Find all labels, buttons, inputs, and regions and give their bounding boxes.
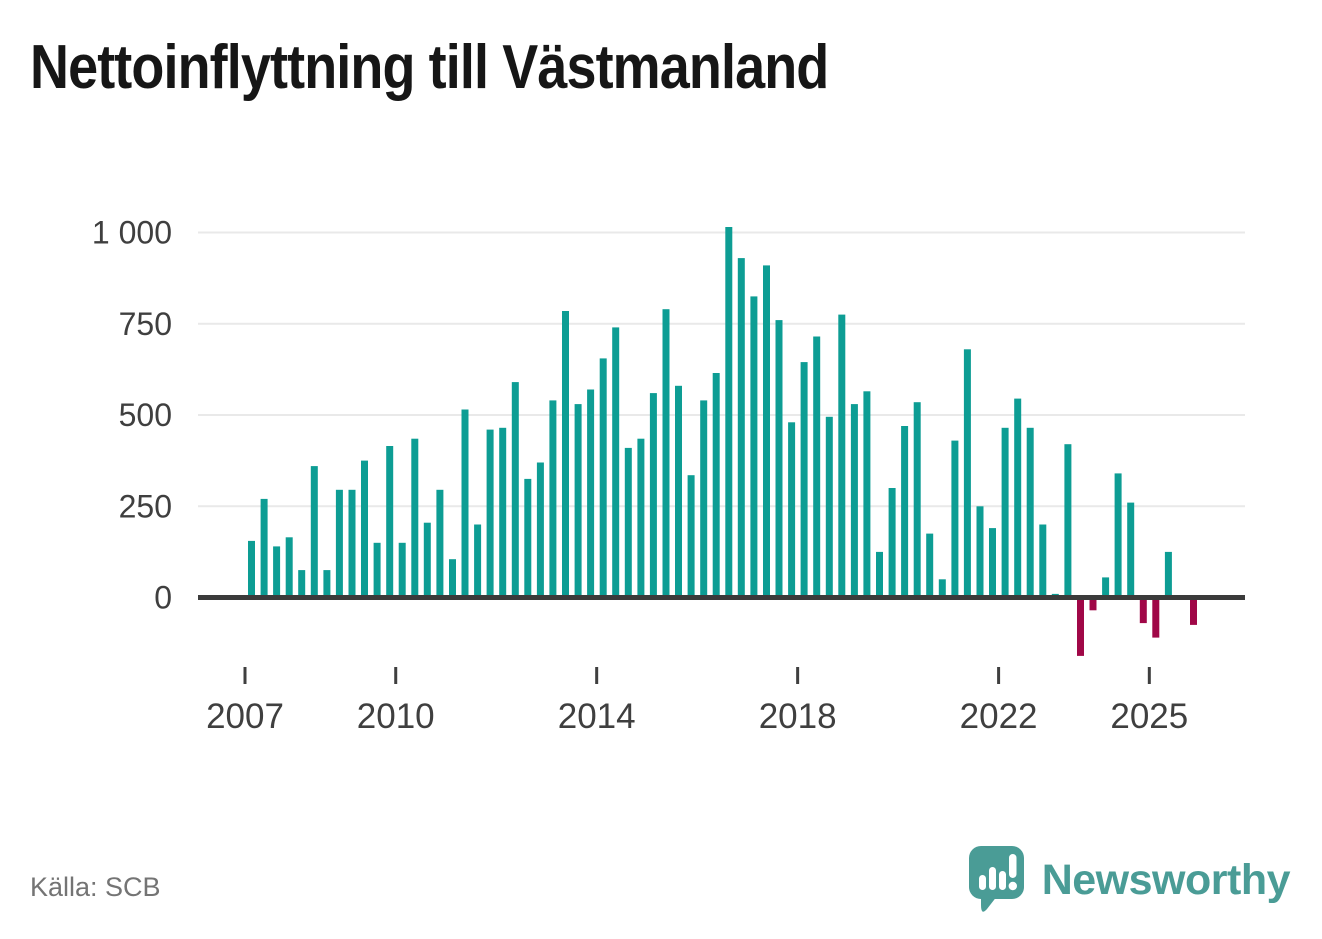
- bar-2010K1: [398, 542, 406, 598]
- logo-bubble-tail: [980, 891, 1001, 912]
- bar-2020K3: [926, 533, 934, 598]
- bar-2010K3: [423, 522, 431, 598]
- x-axis-label-2014: 2014: [558, 697, 636, 736]
- bar-2010K4: [436, 489, 444, 598]
- chart-title: Nettoinflyttning till Västmanland: [30, 33, 829, 102]
- bar-2022K2: [1014, 398, 1022, 598]
- bar-2013K2: [562, 311, 569, 598]
- bar-2015K1: [649, 393, 657, 598]
- bar-2015K3: [675, 385, 682, 598]
- bar-2008K1: [298, 570, 306, 598]
- bar-2012K3: [524, 478, 532, 598]
- bar-2024K1: [1102, 577, 1110, 598]
- x-axis-label-2018: 2018: [759, 697, 837, 736]
- bar-2010K2: [411, 438, 419, 598]
- y-axis-label-0: 0: [154, 580, 172, 616]
- bar-2009K4: [386, 446, 394, 598]
- bar-2022K1: [1001, 427, 1009, 598]
- bar-2011K2: [461, 409, 469, 598]
- bar-2020K1: [901, 426, 909, 598]
- bar-chart-plot: 0 250 500 750 1 000 2007 2010 2014 2018 2022 2025: [92, 215, 1245, 736]
- bar-2024K4: [1139, 597, 1147, 624]
- bar-2007K4: [285, 537, 293, 598]
- y-axis-label-750: 750: [119, 306, 172, 342]
- bar-2009K3: [373, 542, 381, 598]
- bar-2021K1: [951, 440, 959, 598]
- bar-2012K1: [499, 427, 507, 598]
- x-axis-label-2022: 2022: [960, 697, 1038, 736]
- logo-mini-bar: [998, 871, 1006, 890]
- newsworthy-logo: Newsworthy: [968, 845, 1291, 915]
- bar-2012K4: [536, 462, 544, 598]
- bar-2016K4: [737, 258, 745, 598]
- bar-2011K1: [449, 559, 456, 598]
- bar-2019K4: [888, 488, 896, 598]
- bar-2023K4: [1089, 597, 1097, 611]
- bar-2007K2: [260, 498, 268, 598]
- source-caption: Källa: SCB: [30, 872, 161, 902]
- bar-2024K2: [1114, 473, 1122, 598]
- bar-2014K3: [624, 447, 632, 598]
- bar-2014K1: [599, 358, 607, 598]
- bar-2016K3: [725, 227, 733, 598]
- bar-2024K3: [1127, 502, 1135, 598]
- bar-2015K4: [687, 475, 695, 598]
- bar-2018K1: [800, 362, 808, 598]
- bar-2018K4: [838, 314, 846, 598]
- bar-2025K1: [1152, 597, 1160, 638]
- bar-2017K1: [750, 296, 758, 598]
- bar-2013K4: [587, 389, 595, 598]
- bar-2025K4: [1190, 597, 1197, 625]
- logo-mini-bar: [978, 875, 986, 890]
- bar-2017K4: [788, 422, 796, 598]
- bar-2022K4: [1039, 524, 1047, 598]
- bar-2025K2: [1164, 551, 1172, 598]
- bar-2021K3: [976, 506, 984, 598]
- logo-exclamation-bar: [1008, 854, 1017, 878]
- bar-2023K3: [1077, 597, 1084, 656]
- bar-2022K3: [1026, 427, 1034, 598]
- bar-2021K4: [989, 528, 996, 598]
- bar-2019K2: [863, 391, 871, 598]
- newsworthy-logo-text: Newsworthy: [1041, 855, 1291, 904]
- y-axis-label-250: 250: [119, 488, 172, 524]
- y-axis-label-1000: 1 000: [92, 215, 172, 251]
- bar-2013K3: [574, 404, 582, 598]
- bar-2019K3: [876, 551, 883, 598]
- logo-exclamation-dot: [1008, 881, 1017, 891]
- bar-2007K1: [248, 540, 255, 598]
- bar-2014K2: [612, 327, 620, 598]
- bar-2012K2: [511, 382, 519, 598]
- bar-2017K3: [775, 320, 783, 598]
- bar-2017K2: [763, 265, 770, 598]
- bar-2011K3: [474, 524, 482, 598]
- bar-2015K2: [662, 309, 670, 598]
- bar-2009K1: [348, 489, 356, 598]
- bar-2008K2: [310, 466, 318, 598]
- bar-2007K3: [273, 546, 281, 598]
- bar-2021K2: [963, 349, 971, 598]
- bar-2023K2: [1064, 444, 1072, 598]
- bar-2018K3: [825, 416, 833, 598]
- x-axis-label-2010: 2010: [357, 697, 435, 736]
- bar-2008K4: [335, 489, 343, 598]
- bar-2016K2: [712, 373, 720, 598]
- x-axis-label-2025: 2025: [1110, 697, 1188, 736]
- bar-2020K4: [938, 579, 946, 598]
- logo-mini-bar: [988, 867, 996, 890]
- newsworthy-logo-icon: [968, 846, 1024, 912]
- bar-2011K4: [486, 429, 494, 598]
- bar-2009K2: [361, 460, 368, 598]
- bar-2014K4: [637, 438, 645, 598]
- bar-2016K1: [700, 400, 708, 598]
- bar-2019K1: [850, 404, 858, 598]
- bar-2008K3: [323, 570, 331, 598]
- bar-2013K1: [549, 400, 557, 598]
- bar-2020K2: [913, 402, 921, 598]
- bar-2018K2: [813, 336, 821, 598]
- y-axis-label-500: 500: [119, 397, 172, 433]
- x-axis-label-2007: 2007: [206, 697, 284, 736]
